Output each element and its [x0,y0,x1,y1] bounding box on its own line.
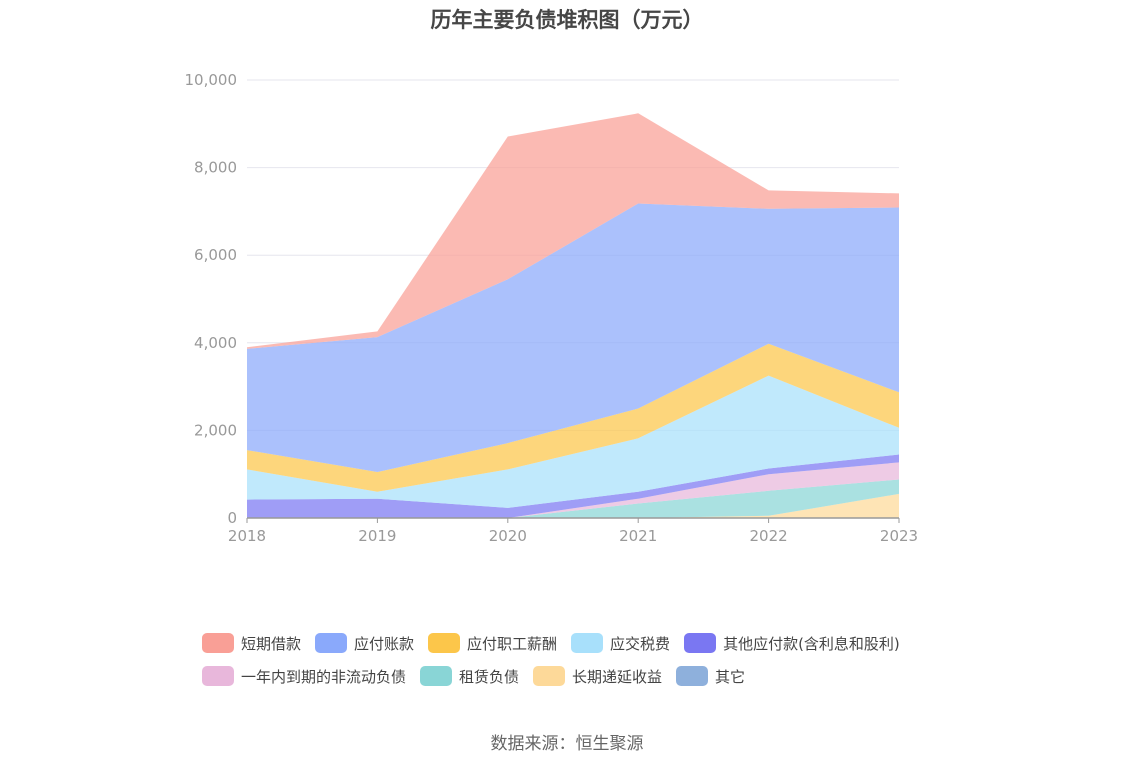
legend-row: 一年内到期的非流动负债 租赁负债 长期递延收益 其它 [202,665,962,687]
x-tick-label: 2022 [750,527,788,545]
legend-swatch [420,666,453,686]
legend-item[interactable]: 其他应付款(含利息和股利) [684,633,900,654]
y-tick-label: 4,000 [194,334,237,352]
y-tick-label: 6,000 [194,246,237,264]
data-source: 数据来源：恒生聚源 [490,734,644,754]
area-短期借款 [247,113,899,349]
area-租赁负债 [247,479,899,518]
legend-label: 一年内到期的非流动负债 [241,667,407,686]
area-应付账款 [247,203,899,472]
legend-swatch [315,633,348,653]
legend-label: 应付职工薪酬 [467,634,558,653]
y-tick-label: 2,000 [194,421,237,439]
legend-label: 短期借款 [241,634,302,653]
legend-label: 其它 [715,667,746,686]
y-tick-label: 8,000 [194,159,237,177]
x-tick-label: 2020 [489,527,527,545]
legend-item[interactable]: 应付职工薪酬 [428,633,557,654]
legend-item[interactable]: 短期借款 [202,633,301,654]
legend-item[interactable]: 租赁负债 [420,666,519,687]
legend-label: 应付账款 [354,634,415,653]
x-tick-label: 2018 [228,527,266,545]
area-应交税费 [247,375,899,508]
legend-swatch [684,633,717,653]
area-长期递延收益 [247,493,899,518]
area-应付职工薪酬 [247,343,899,492]
legend-row: 短期借款 应付账款 应付职工薪酬 应交税费 其他应付款(含利息和股利) [202,632,962,654]
legend-label: 租赁负债 [459,667,520,686]
chart-legend: 短期借款 应付账款 应付职工薪酬 应交税费 其他应付款(含利息和股利) 一年内到期的非流动… [202,632,962,698]
legend-swatch [571,633,604,653]
legend-item[interactable]: 应付账款 [315,633,414,654]
legend-label: 应交税费 [610,634,671,653]
legend-item[interactable]: 应交税费 [571,633,670,654]
legend-label: 长期递延收益 [572,667,663,686]
chart-title: 历年主要负债堆积图（万元） [430,8,704,32]
area-其他应付款(含利息和股利) [247,454,899,518]
x-tick-label: 2019 [358,527,396,545]
x-tick-label: 2023 [880,527,918,545]
legend-swatch [676,666,709,686]
legend-item[interactable]: 一年内到期的非流动负债 [202,666,406,687]
legend-swatch [428,633,461,653]
legend-label: 其他应付款(含利息和股利) [723,634,900,653]
y-tick-label: 10,000 [185,71,238,89]
y-tick-label: 0 [227,509,237,527]
legend-item[interactable]: 其它 [676,666,745,687]
area-一年内到期的非流动负债 [247,462,899,518]
legend-swatch [533,666,566,686]
legend-item[interactable]: 长期递延收益 [533,666,662,687]
x-tick-label: 2021 [619,527,657,545]
legend-swatch [202,666,234,686]
chart-plot: 0 2,000 4,000 6,000 8,000 10,000 2018 2019 2020 2… [185,71,919,545]
legend-swatch [202,633,234,653]
